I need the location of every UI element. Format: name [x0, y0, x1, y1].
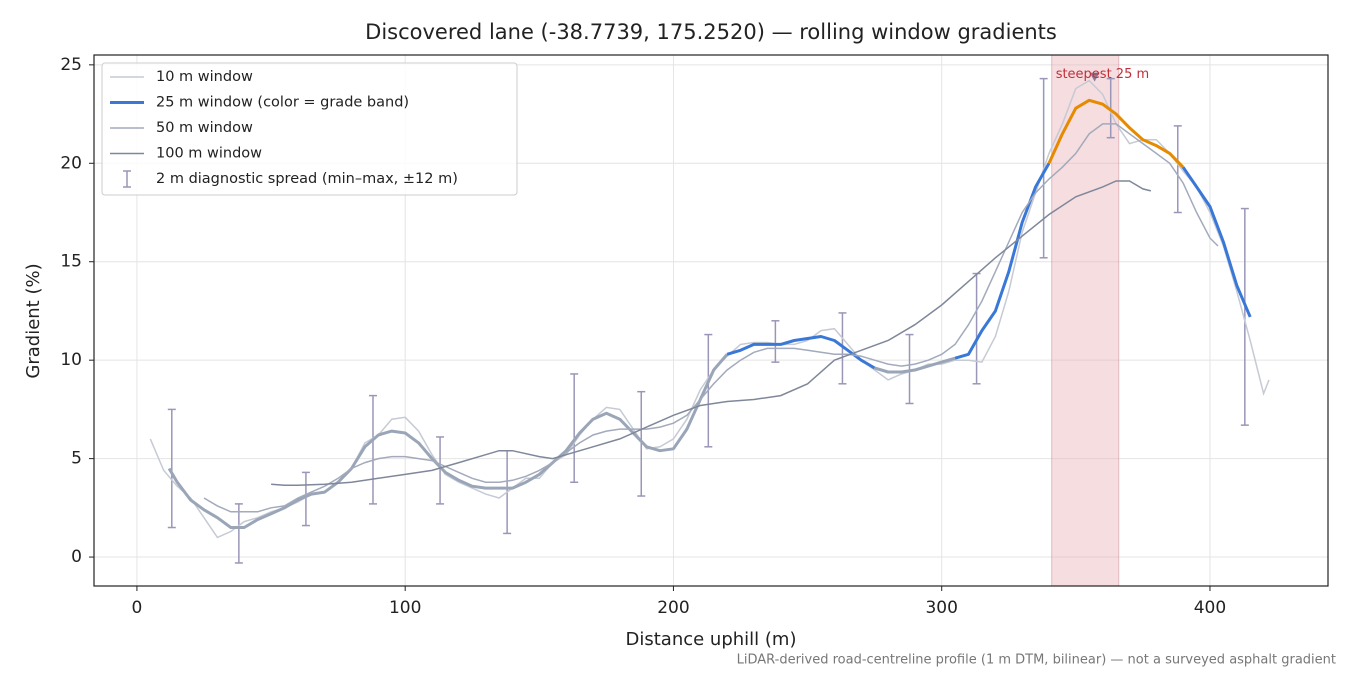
series-line [203, 123, 1219, 513]
footnote: LiDAR-derived road-centreline profile (1… [737, 653, 1336, 668]
error-bar [570, 373, 579, 483]
y-axis-label: Gradient (%) [23, 263, 44, 378]
error-bar [905, 333, 914, 405]
error-bar [838, 312, 847, 385]
error-bar [368, 394, 377, 505]
highlight-band [1051, 54, 1120, 587]
legend-label: 2 m diagnostic spread (min–max, ±12 m) [156, 171, 458, 187]
series-line-segment [954, 162, 1051, 360]
legend: 10 m window 25 m window (color = grade ba… [101, 62, 518, 196]
legend-label: 50 m window [156, 120, 253, 136]
x-tick-label: 300 [925, 598, 957, 618]
legend-label: 25 m window (color = grade band) [156, 95, 409, 111]
series-line-segment [1181, 166, 1252, 318]
plot-area: 0 5 10 15 20 25 0 100 200 300 400 steepest 25 m 10 m… [60, 54, 1329, 618]
y-tick-label: 20 [60, 153, 82, 173]
x-tick-label: 400 [1194, 598, 1226, 618]
error-bar [1106, 77, 1115, 139]
series-line-segment [726, 335, 876, 370]
plot-frame [93, 54, 1329, 587]
y-tick-label: 10 [60, 350, 82, 370]
chart-title: Discovered lane (-38.7739, 175.2520) — r… [365, 20, 1057, 44]
error-bar [234, 503, 243, 564]
error-bar [167, 408, 176, 529]
error-bar [301, 471, 310, 527]
error-bar [771, 320, 780, 363]
x-axis-label: Distance uphill (m) [626, 629, 797, 650]
legend-label: 10 m window [156, 69, 253, 85]
annotation: steepest 25 m [1056, 67, 1149, 82]
series-line-segment [874, 356, 956, 374]
series-line [271, 180, 1152, 486]
x-tick-label: 100 [389, 598, 421, 618]
steepest-marker [1089, 72, 1100, 82]
error-bar [1240, 207, 1249, 426]
y-tick-label: 15 [60, 252, 82, 272]
error-bar [1173, 125, 1182, 214]
y-tick-label: 5 [71, 449, 82, 469]
x-tick-label: 200 [657, 598, 689, 618]
y-tick-label: 25 [60, 55, 82, 75]
y-tick-label: 0 [71, 547, 82, 567]
legend-box [101, 62, 518, 196]
legend-label: 100 m window [156, 146, 262, 162]
error-bar [436, 436, 445, 505]
x-tick-label: 0 [132, 598, 143, 618]
error-bar [637, 390, 646, 497]
series-line-segment [1047, 98, 1185, 169]
